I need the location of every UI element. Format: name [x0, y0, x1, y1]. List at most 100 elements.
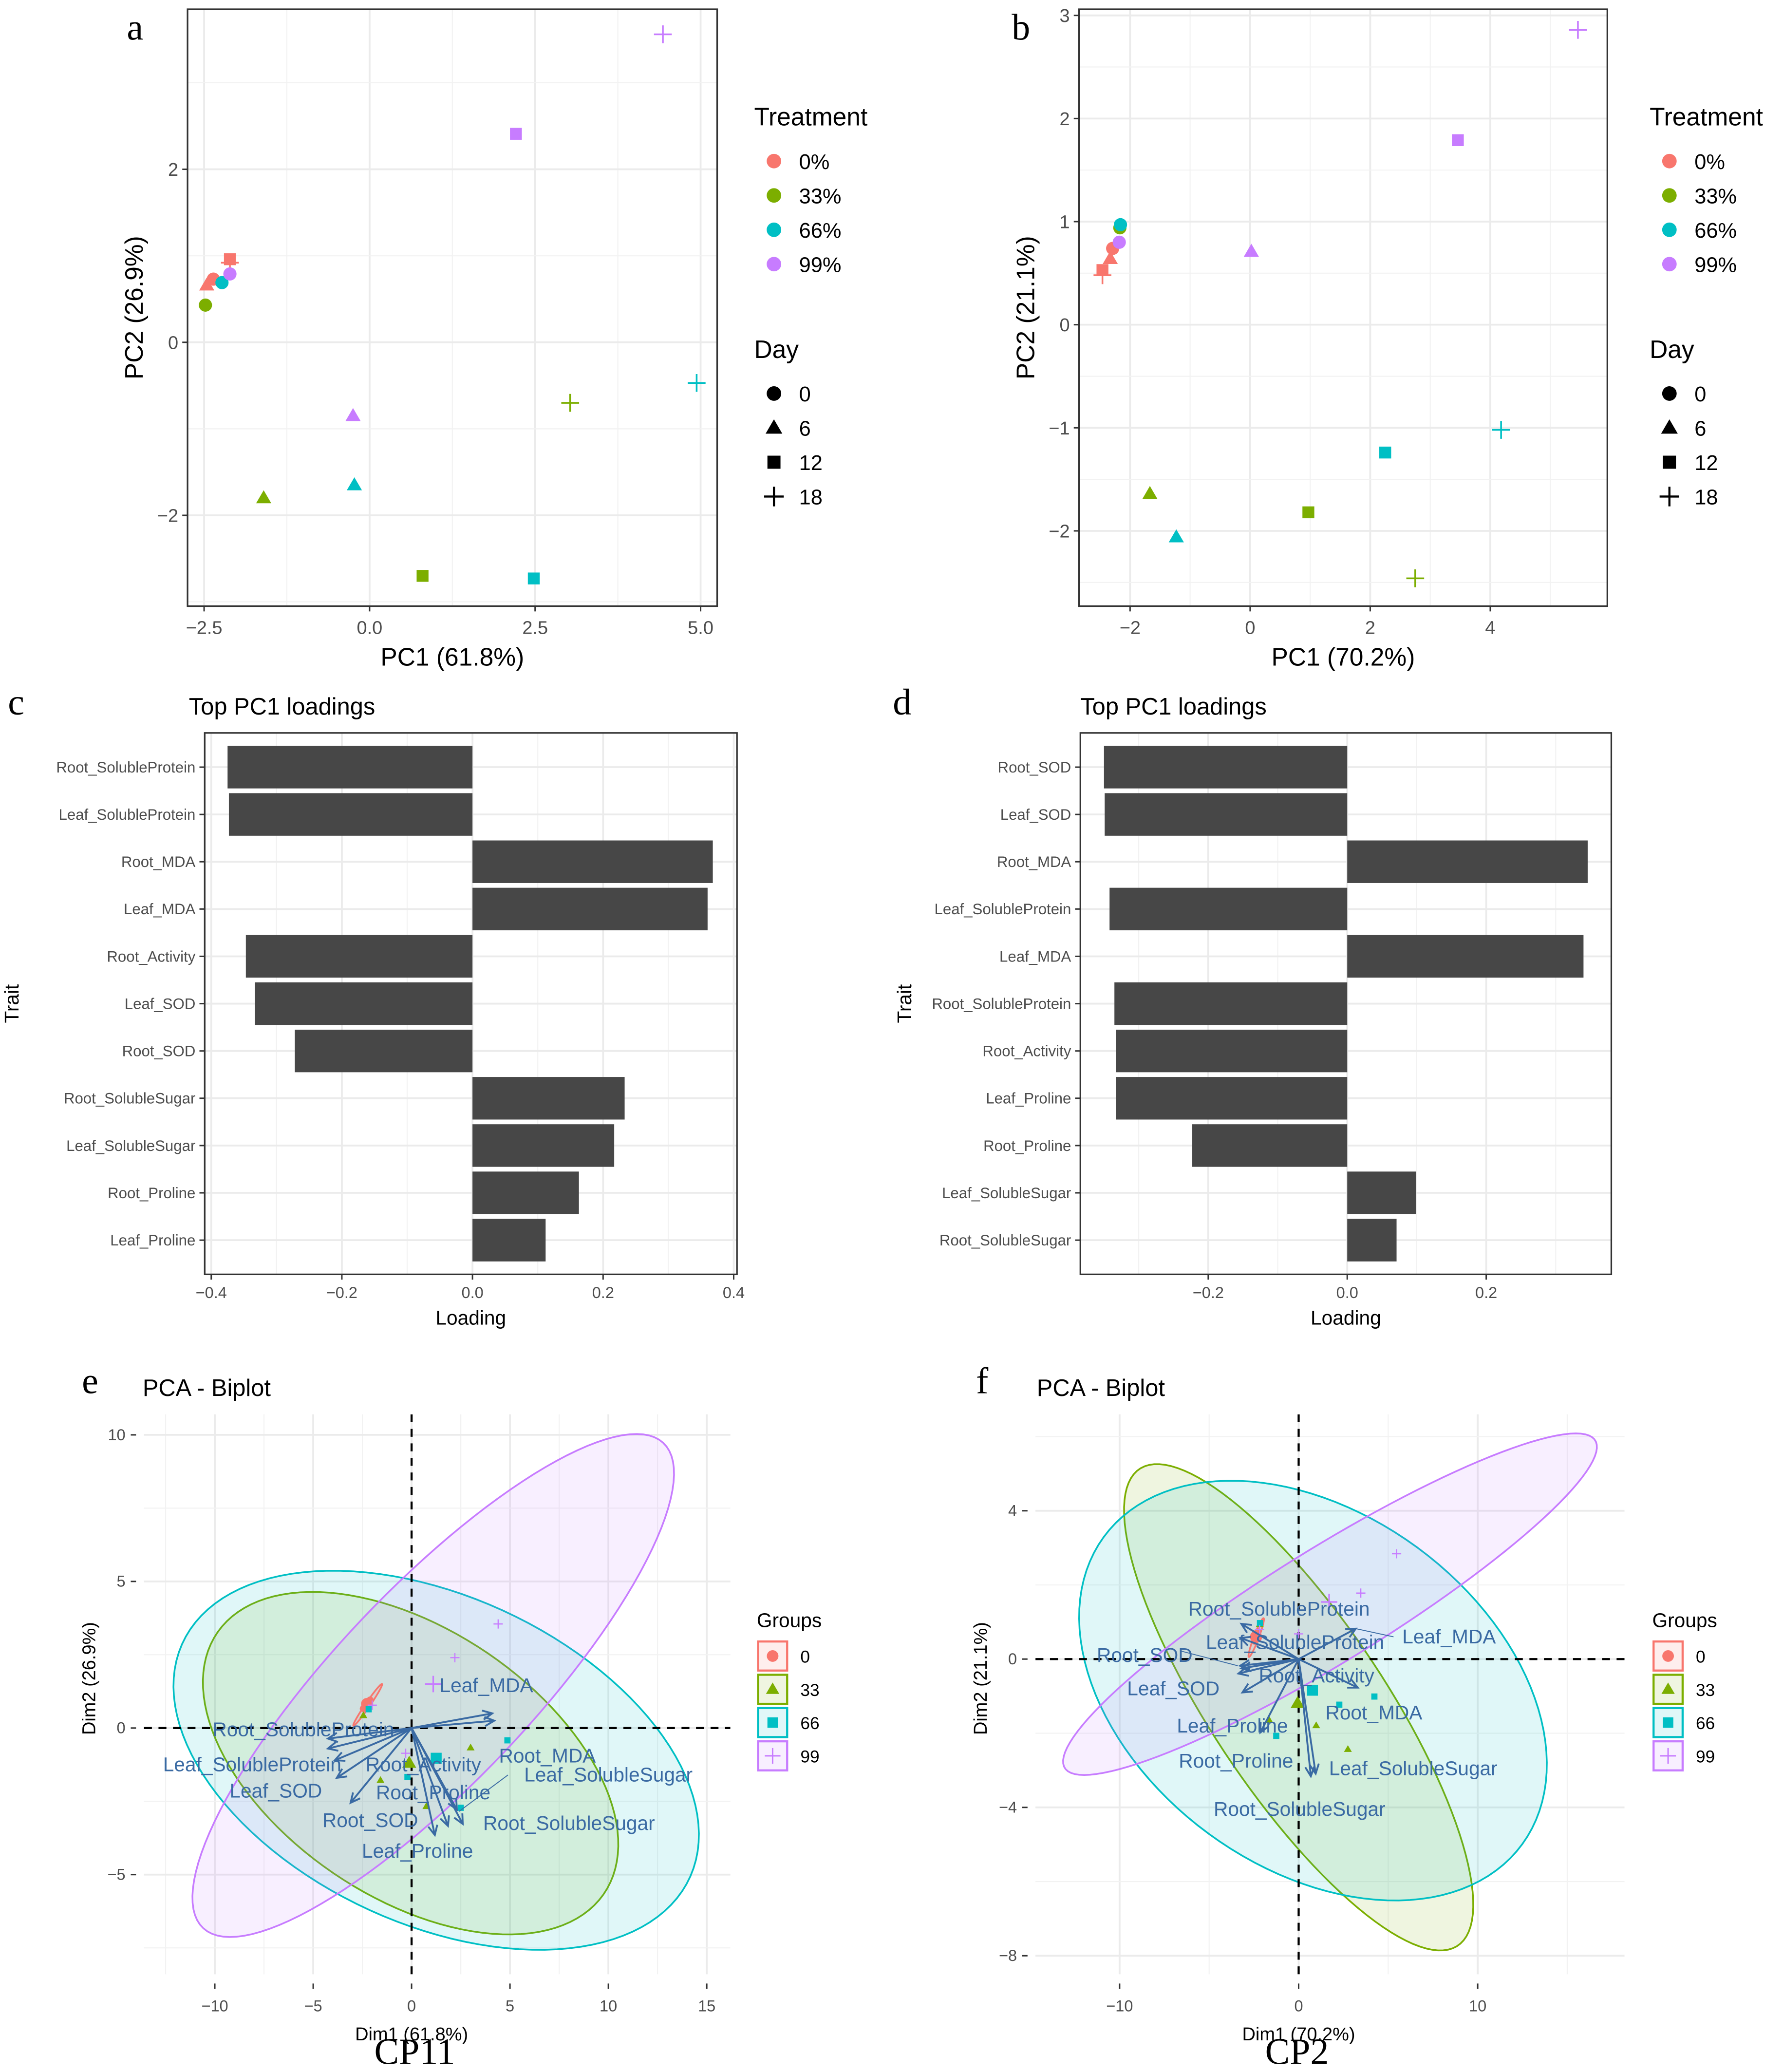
y-tick-label: 1 — [1059, 212, 1070, 233]
data-point — [401, 1749, 411, 1758]
legend-key-triangle — [766, 1682, 780, 1694]
bar — [1114, 982, 1348, 1025]
bar — [227, 746, 473, 789]
variable-arrow — [1240, 1637, 1299, 1660]
panel-label: b — [1012, 7, 1030, 48]
data-point — [1142, 486, 1158, 499]
x-tick-label: 2 — [1365, 618, 1375, 638]
legend-key-circle — [767, 153, 782, 169]
y-tick-label: 4 — [1008, 1502, 1017, 1520]
variable-label: Root_SolubleSugar — [1214, 1798, 1386, 1820]
bar — [472, 1077, 625, 1120]
category-label: Leaf_SolubleProtein — [59, 806, 196, 823]
legend-key-triangle — [765, 419, 783, 434]
legend: Groups 0 33 66 99 — [757, 1609, 822, 1771]
x-tick-label: −5 — [304, 1997, 322, 2015]
variable-label: Root_Activity — [1259, 1664, 1375, 1687]
category-label: Root_SolubleProtein — [932, 995, 1071, 1012]
x-tick-label: 0 — [407, 1997, 416, 2015]
legend-title-treatment: Treatment — [1650, 103, 1763, 131]
variable-label: Leaf_SolubleSugar — [1329, 1757, 1498, 1779]
y-tick-label: 2 — [1059, 109, 1070, 130]
variable-arrow — [411, 1727, 464, 1825]
bar — [1105, 793, 1348, 836]
data-point — [1569, 21, 1587, 39]
group-mean-point — [1290, 1696, 1305, 1708]
bar — [295, 1029, 473, 1073]
category-label: Root_SolubleSugar — [939, 1232, 1071, 1249]
legend-label: 0% — [799, 151, 830, 174]
legend-label: 12 — [799, 452, 823, 475]
plot-frame — [204, 732, 738, 1276]
group-mean-point — [1307, 1684, 1318, 1696]
data-point — [1255, 1624, 1264, 1634]
y-tick-label: −5 — [108, 1866, 126, 1884]
chart-title: Top PC1 loadings — [1080, 694, 1267, 720]
data-point — [1356, 1588, 1366, 1598]
y-tick-label: −1 — [1049, 418, 1070, 439]
data-point — [493, 1619, 503, 1629]
category-label: Leaf_MDA — [999, 948, 1071, 965]
variable-arrow — [1240, 1623, 1299, 1660]
category-label: Root_Proline — [983, 1137, 1071, 1154]
data-point — [1114, 218, 1127, 231]
data-point — [504, 1737, 511, 1744]
legend-label: 6 — [799, 417, 811, 441]
legend-title-day: Day — [754, 335, 799, 363]
x-tick-label: 0 — [1245, 618, 1255, 638]
variable-label: Leaf_MDA — [1402, 1625, 1496, 1648]
variable-label: Root_SolubleProtein — [1188, 1598, 1370, 1620]
variable-label: Root_MDA — [499, 1745, 596, 1767]
variable-label: Leaf_MDA — [440, 1674, 534, 1696]
bar — [1116, 1029, 1348, 1073]
data-point — [450, 1653, 460, 1662]
data-point — [1168, 529, 1184, 543]
variable-label: Root_SOD — [1097, 1644, 1193, 1666]
legend-label: 12 — [1694, 452, 1718, 475]
panel-d-loadings: d Top PC1 loadings Root_SOD Leaf_SOD Root_MD… — [893, 682, 1613, 1329]
variable-arrow — [1242, 1658, 1299, 1694]
legend-key-square — [767, 1717, 778, 1728]
x-axis-label: Loading — [1311, 1306, 1381, 1329]
data-points — [199, 25, 706, 584]
legend-label: 99 — [800, 1747, 819, 1766]
legend-key-circle — [1662, 188, 1677, 203]
legend-key-circle — [1662, 1650, 1674, 1662]
variable-label: Leaf_SOD — [1127, 1677, 1220, 1700]
data-point — [654, 25, 672, 43]
bar — [245, 935, 473, 978]
data-point — [365, 1706, 372, 1713]
data-point — [1371, 1693, 1378, 1700]
plot-frame — [1079, 732, 1613, 1276]
category-label: Root_Proline — [108, 1185, 195, 1202]
variable-arrowhead — [326, 1732, 338, 1743]
x-tick-label: 0.4 — [723, 1284, 745, 1301]
legend-key-circle — [767, 1650, 779, 1662]
group-mean-point — [431, 1752, 442, 1764]
variable-label: Leaf_Proline — [362, 1840, 473, 1862]
category-label: Leaf_SolubleSugar — [942, 1185, 1071, 1202]
x-tick-label: 5.0 — [688, 618, 713, 638]
legend-label: 99 — [1696, 1747, 1715, 1766]
x-axis-label: PC1 (61.8%) — [380, 642, 524, 671]
category-label: Leaf_MDA — [124, 901, 195, 918]
category-label: Root_SOD — [998, 759, 1071, 776]
variable-arrow — [350, 1727, 413, 1804]
data-point — [1265, 1716, 1274, 1723]
plot-frame — [1078, 8, 1608, 607]
panel-f-biplot: f PCA - Biplot Root_SolubleProtein Leaf_Sol… — [971, 1360, 1717, 2045]
y-tick-label: −2 — [157, 506, 178, 527]
variable-arrowhead — [1345, 1627, 1358, 1638]
legend-label: 33% — [1694, 185, 1737, 208]
x-tick-label: 0 — [1294, 1997, 1303, 2015]
variable-label: Leaf_SOD — [229, 1780, 322, 1802]
legend-key-square — [1663, 455, 1676, 469]
data-point — [1093, 266, 1111, 284]
bars — [1104, 746, 1588, 1262]
x-tick-label: 0.0 — [462, 1284, 484, 1301]
variable-label: Leaf_SolubleProtein — [163, 1753, 341, 1776]
y-tick-label: 0 — [1008, 1650, 1017, 1668]
